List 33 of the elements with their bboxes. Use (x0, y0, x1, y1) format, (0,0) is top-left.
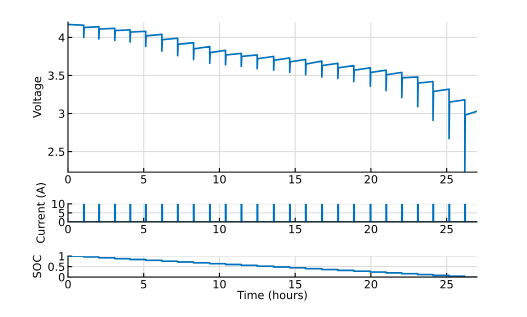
x-axis-title: Time (hours) (237, 290, 307, 300)
x-tick-label: 15 (289, 225, 302, 234)
x-tick-label: 10 (214, 224, 226, 234)
x-tick-label: 5 (141, 280, 146, 288)
x-tick-label: 0 (65, 224, 71, 234)
x-tick-label: 10 (214, 175, 226, 184)
y-tick-label: 2.5 (48, 148, 64, 156)
y-tick-label: 0 (58, 218, 64, 226)
x-tick-label: 5 (141, 175, 146, 184)
y-axis-title: SOC (32, 255, 42, 278)
y-tick-label: 3.5 (48, 71, 64, 80)
x-tick-label: 25 (440, 280, 453, 288)
y-tick-label: 1 (59, 252, 64, 260)
x-tick-label: 20 (364, 224, 378, 234)
line-series (68, 24, 477, 172)
x-tick-label: 15 (289, 280, 302, 288)
x-tick-label: 0 (65, 280, 71, 288)
x-tick-label: 0 (65, 175, 71, 184)
y-tick-label: 0 (58, 273, 64, 282)
y-axis-title: Voltage (32, 76, 44, 118)
y-axis-title: Current (A) (36, 183, 46, 244)
y-tick-label: 10 (52, 200, 64, 208)
y-tick-label: 3 (58, 110, 64, 118)
x-tick-label: 10 (214, 280, 226, 288)
x-tick-label: 25 (440, 175, 453, 184)
x-tick-label: 20 (364, 175, 378, 184)
y-tick-label: 4 (58, 34, 65, 42)
x-tick-label: 5 (141, 225, 146, 234)
y-tick-label: 0.5 (48, 262, 64, 271)
y-tick-label: 5 (58, 208, 64, 218)
x-tick-label: 20 (364, 280, 378, 288)
x-tick-label: 15 (289, 175, 302, 184)
x-tick-label: 25 (440, 224, 453, 234)
